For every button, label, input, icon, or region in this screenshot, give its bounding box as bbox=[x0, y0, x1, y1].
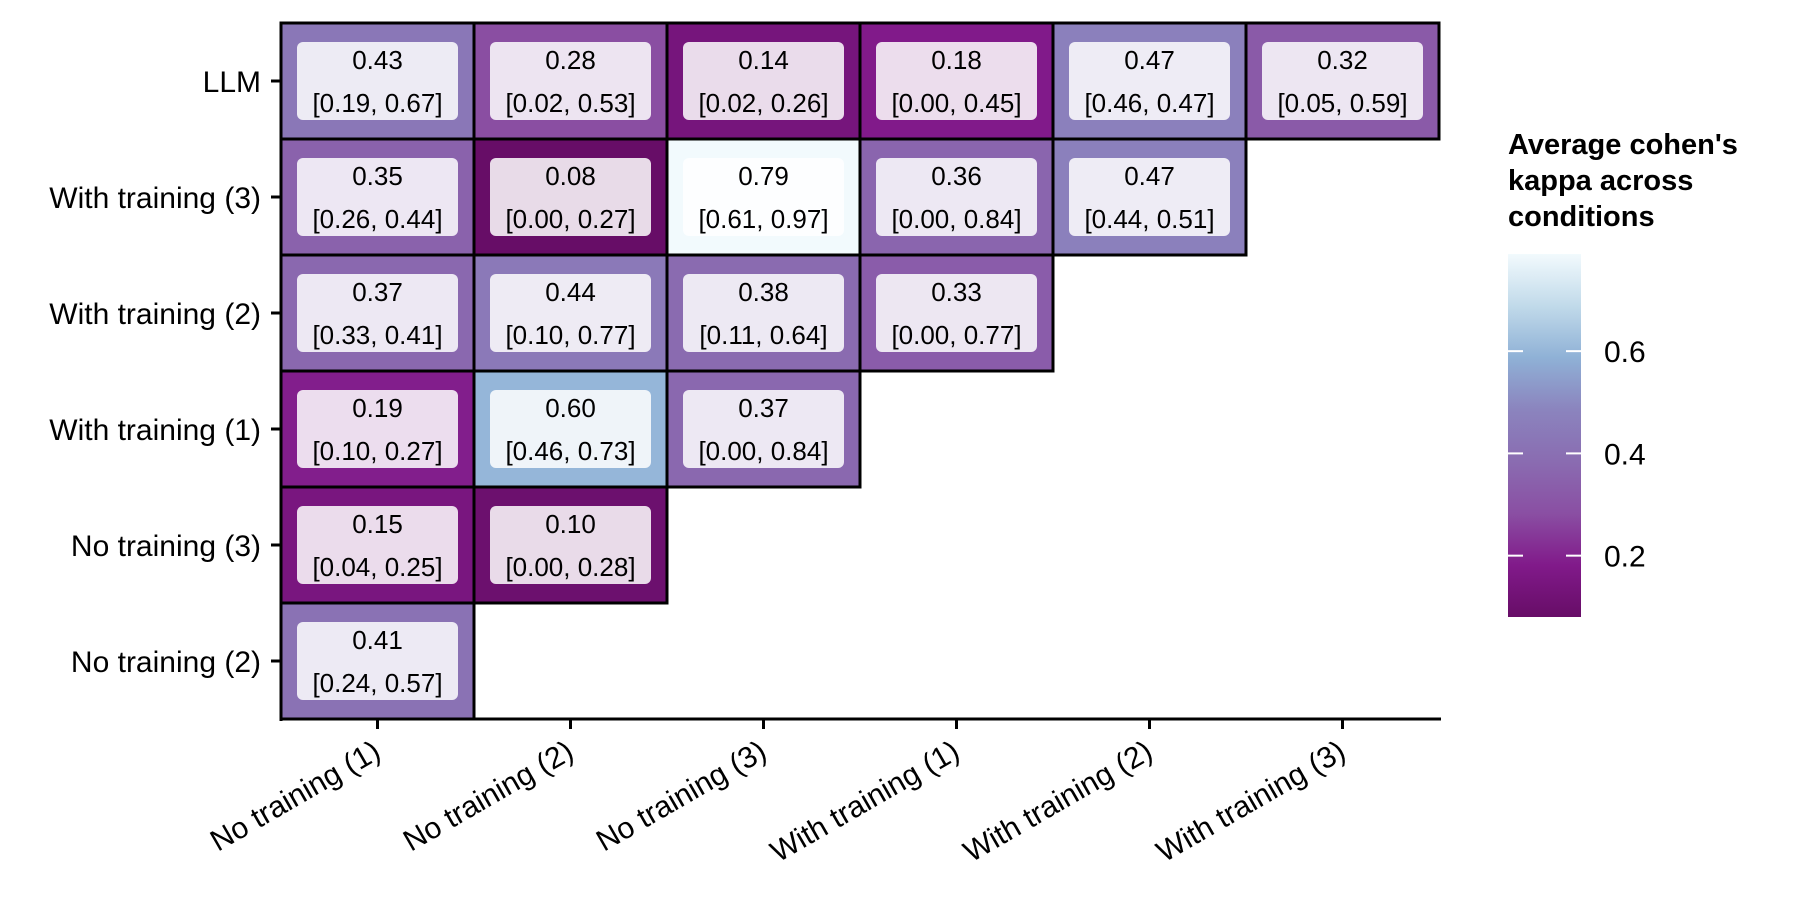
heatmap-cell-with-training-3-no-training-2: 0.08 [0.00, 0.27] bbox=[472, 137, 669, 257]
cell-value-label: 0.47 bbox=[1124, 161, 1175, 191]
cell-ci-label: [0.02, 0.53] bbox=[505, 88, 635, 118]
y-tick-label-with-training-3: With training (3) bbox=[49, 182, 261, 215]
x-tick-label-with-training-3: With training (3) bbox=[1151, 734, 1351, 868]
heatmap-cell-llm-with-training-1: 0.18 [0.00, 0.45] bbox=[858, 21, 1055, 141]
heatmap-cell-with-training-2-with-training-1: 0.33 [0.00, 0.77] bbox=[858, 253, 1055, 373]
cell-ci-label: [0.05, 0.59] bbox=[1277, 88, 1407, 118]
cell-ci-label: [0.00, 0.77] bbox=[891, 320, 1021, 350]
heatmap-cell-with-training-1-no-training-1: 0.19 [0.10, 0.27] bbox=[279, 369, 476, 489]
legend: Average cohen's kappa across conditions 0.2… bbox=[1508, 129, 1738, 617]
cell-ci-label: [0.44, 0.51] bbox=[1084, 204, 1214, 234]
cell-ci-label: [0.10, 0.27] bbox=[312, 436, 442, 466]
cell-value-label: 0.32 bbox=[1317, 45, 1368, 75]
legend-title-line: kappa across bbox=[1508, 165, 1693, 197]
cell-value-label: 0.37 bbox=[352, 277, 403, 307]
heatmap-cell-llm-with-training-2: 0.47 [0.46, 0.47] bbox=[1051, 21, 1248, 141]
cell-ci-label: [0.19, 0.67] bbox=[312, 88, 442, 118]
cell-value-label: 0.79 bbox=[738, 161, 789, 191]
heatmap-cell-with-training-2-no-training-1: 0.37 [0.33, 0.41] bbox=[279, 253, 476, 373]
cell-value-label: 0.47 bbox=[1124, 45, 1175, 75]
x-tick-label-no-training-3: No training (3) bbox=[591, 734, 772, 858]
cell-value-label: 0.10 bbox=[545, 509, 596, 539]
heatmap-cell-llm-no-training-3: 0.14 [0.02, 0.26] bbox=[665, 21, 862, 141]
cell-value-label: 0.08 bbox=[545, 161, 596, 191]
cell-value-label: 0.33 bbox=[931, 277, 982, 307]
legend-tick-label: 0.4 bbox=[1604, 438, 1646, 471]
cell-value-label: 0.37 bbox=[738, 393, 789, 423]
heatmap-cell-with-training-2-no-training-2: 0.44 [0.10, 0.77] bbox=[472, 253, 669, 373]
heatmap-cell-llm-no-training-1: 0.43 [0.19, 0.67] bbox=[279, 21, 476, 141]
heatmap-cell-with-training-3-with-training-1: 0.36 [0.00, 0.84] bbox=[858, 137, 1055, 257]
heatmap-cell-with-training-3-no-training-3: 0.79 [0.61, 0.97] bbox=[665, 137, 862, 257]
x-tick-label-with-training-2: With training (2) bbox=[958, 734, 1158, 868]
cell-value-label: 0.38 bbox=[738, 277, 789, 307]
cell-ci-label: [0.46, 0.73] bbox=[505, 436, 635, 466]
x-tick-label-no-training-1: No training (1) bbox=[205, 734, 386, 858]
cell-value-label: 0.43 bbox=[352, 45, 403, 75]
cell-ci-label: [0.24, 0.57] bbox=[312, 668, 442, 698]
heatmap-cell-with-training-3-with-training-2: 0.47 [0.44, 0.51] bbox=[1051, 137, 1248, 257]
heatmap-cell-with-training-1-no-training-3: 0.37 [0.00, 0.84] bbox=[665, 369, 862, 489]
heatmap-cell-no-training-2-no-training-1: 0.41 [0.24, 0.57] bbox=[279, 601, 476, 721]
legend-tick-label: 0.6 bbox=[1604, 336, 1646, 369]
cell-ci-label: [0.11, 0.64] bbox=[699, 320, 827, 350]
y-tick-label-with-training-2: With training (2) bbox=[49, 298, 261, 331]
cell-ci-label: [0.00, 0.84] bbox=[891, 204, 1021, 234]
cell-ci-label: [0.61, 0.97] bbox=[698, 204, 828, 234]
cell-ci-label: [0.26, 0.44] bbox=[312, 204, 442, 234]
x-tick-label-with-training-1: With training (1) bbox=[765, 734, 965, 868]
legend-title-line: Average cohen's bbox=[1508, 129, 1738, 161]
legend-tick-label: 0.2 bbox=[1604, 541, 1646, 574]
cell-ci-label: [0.33, 0.41] bbox=[312, 320, 442, 350]
cell-value-label: 0.41 bbox=[352, 625, 403, 655]
heatmap-cell-no-training-3-no-training-2: 0.10 [0.00, 0.28] bbox=[472, 485, 669, 605]
y-tick-label-llm: LLM bbox=[203, 66, 261, 99]
cell-ci-label: [0.00, 0.27] bbox=[505, 204, 635, 234]
cell-value-label: 0.60 bbox=[545, 393, 596, 423]
heatmap-cell-with-training-2-no-training-3: 0.38 [0.11, 0.64] bbox=[665, 253, 862, 373]
cell-value-label: 0.19 bbox=[352, 393, 403, 423]
cell-ci-label: [0.10, 0.77] bbox=[505, 320, 635, 350]
y-tick-label-with-training-1: With training (1) bbox=[49, 414, 261, 447]
cell-value-label: 0.44 bbox=[545, 277, 596, 307]
cell-value-label: 0.36 bbox=[931, 161, 982, 191]
cell-value-label: 0.28 bbox=[545, 45, 596, 75]
y-tick-label-no-training-2: No training (2) bbox=[71, 646, 261, 679]
cell-value-label: 0.18 bbox=[931, 45, 982, 75]
cell-value-label: 0.35 bbox=[352, 161, 403, 191]
cell-ci-label: [0.00, 0.45] bbox=[891, 88, 1021, 118]
heatmap-cell-llm-no-training-2: 0.28 [0.02, 0.53] bbox=[472, 21, 669, 141]
y-tick-label-no-training-3: No training (3) bbox=[71, 530, 261, 563]
heatmap-cells: 0.43 [0.19, 0.67] 0.28 [0.02, 0.53] 0.14 [0.0… bbox=[279, 21, 1441, 721]
cell-value-label: 0.14 bbox=[738, 45, 789, 75]
cell-value-label: 0.15 bbox=[352, 509, 403, 539]
cell-ci-label: [0.00, 0.28] bbox=[505, 552, 635, 582]
heatmap-cell-llm-with-training-3: 0.32 [0.05, 0.59] bbox=[1244, 21, 1441, 141]
heatmap-cell-with-training-3-no-training-1: 0.35 [0.26, 0.44] bbox=[279, 137, 476, 257]
cell-ci-label: [0.00, 0.84] bbox=[698, 436, 828, 466]
heatmap-cell-with-training-1-no-training-2: 0.60 [0.46, 0.73] bbox=[472, 369, 669, 489]
legend-title-line: conditions bbox=[1508, 201, 1655, 233]
legend-colorbar bbox=[1508, 254, 1581, 617]
x-tick-label-no-training-2: No training (2) bbox=[398, 734, 579, 858]
cell-ci-label: [0.02, 0.26] bbox=[698, 88, 828, 118]
cell-ci-label: [0.04, 0.25] bbox=[312, 552, 442, 582]
cell-ci-label: [0.46, 0.47] bbox=[1084, 88, 1214, 118]
heatmap-cell-no-training-3-no-training-1: 0.15 [0.04, 0.25] bbox=[279, 485, 476, 605]
